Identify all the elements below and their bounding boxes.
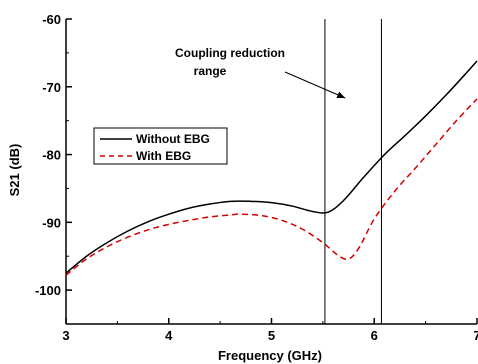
y-tick-label: -80: [42, 148, 61, 163]
y-tick-label: -90: [42, 215, 61, 230]
tick-labels: -100 -90 -80 -70 -60 3 4 5 6 7: [35, 12, 478, 343]
legend: Without EBG With EBG: [93, 127, 228, 165]
y-tick-label: -70: [42, 80, 61, 95]
x-axis-title: Frequency (GHz): [218, 348, 322, 363]
annotation-arrow: [284, 71, 346, 99]
legend-box: [93, 127, 228, 165]
annotation-line-2: range: [194, 64, 227, 78]
y-axis-title: S21 (dB): [7, 144, 22, 197]
axis-ticks: [65, 18, 478, 325]
legend-label-with-ebg: With EBG: [136, 149, 191, 163]
series-line-with-ebg: [65, 98, 478, 276]
x-tick-label: 7: [473, 328, 478, 343]
plot-frame: [65, 19, 477, 325]
coupling-range-lines: [324, 19, 382, 324]
annotation-line-1: Coupling reduction: [175, 46, 285, 60]
x-tick-label: 6: [371, 328, 378, 343]
x-tick-label: 3: [62, 328, 69, 343]
series-lines: [65, 60, 478, 276]
y-tick-label: -100: [35, 283, 61, 298]
legend-label-without-ebg: Without EBG: [136, 132, 210, 146]
arrow-head: [336, 91, 346, 99]
x-tick-label: 5: [268, 328, 275, 343]
arrow-shaft: [284, 71, 346, 99]
x-tick-label: 4: [165, 328, 173, 343]
y-tick-label: -60: [42, 12, 61, 27]
series-line-without-ebg: [65, 60, 478, 274]
